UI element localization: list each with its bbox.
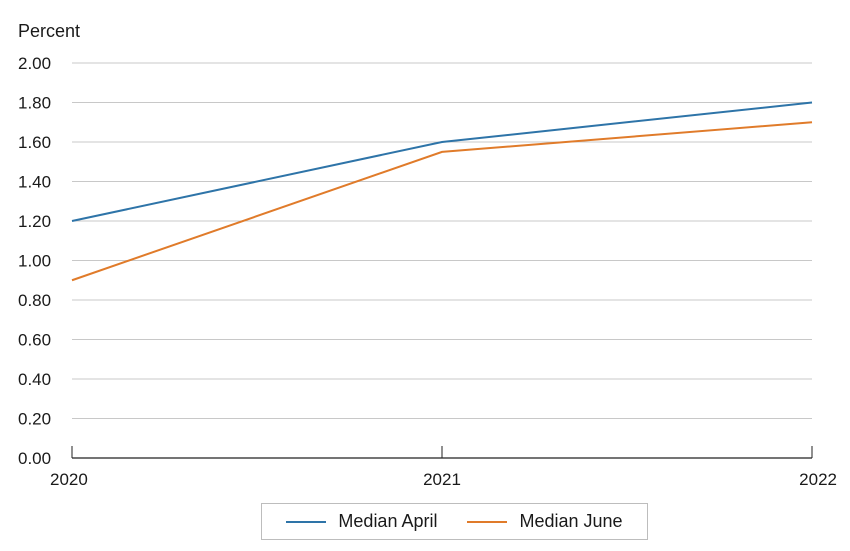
series-line-median-april	[71, 101, 813, 222]
y-tick-label: 1.80	[18, 94, 51, 113]
y-tick-label: 0.40	[18, 370, 51, 389]
y-tick-label: 1.00	[18, 252, 51, 271]
y-tick-label: 1.20	[18, 212, 51, 231]
y-tick-label: 0.60	[18, 331, 51, 350]
x-tick-label: 2021	[423, 470, 461, 489]
y-axis-ticks: 0.00 0.20 0.40 0.60 0.80 1.00 1.20 1.40 1.60 1.80…	[18, 54, 51, 468]
legend-item-median-june: Median June	[467, 511, 623, 532]
x-axis: 2020 2021 2022	[50, 446, 837, 489]
y-axis-title: Percent	[18, 21, 80, 41]
legend-swatch-median-june	[467, 520, 508, 523]
legend-swatch-median-april	[286, 520, 327, 523]
series-lines	[71, 101, 813, 282]
legend-label-median-june: Median June	[519, 511, 623, 531]
y-tick-label: 0.20	[18, 410, 51, 429]
gridlines	[72, 62, 812, 419]
y-tick-label: 0.80	[18, 291, 51, 310]
x-tick-label: 2022	[799, 470, 837, 489]
legend-item-median-april: Median April	[286, 511, 437, 532]
y-tick-label: 0.00	[18, 449, 51, 468]
series-line-median-june	[71, 121, 813, 282]
y-tick-label: 1.40	[18, 173, 51, 192]
legend: Median April Median June	[261, 503, 648, 540]
y-tick-label: 1.60	[18, 133, 51, 152]
y-tick-label: 2.00	[18, 54, 51, 73]
x-tick-label: 2020	[50, 470, 88, 489]
legend-label-median-april: Median April	[338, 511, 438, 531]
